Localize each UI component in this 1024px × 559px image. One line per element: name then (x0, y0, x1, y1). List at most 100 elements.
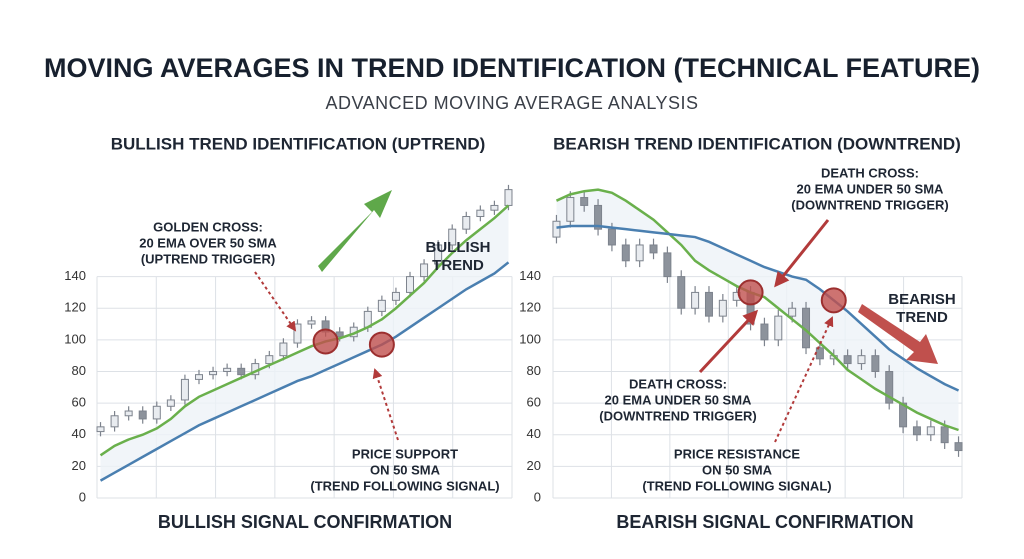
annotation: BULLISH (426, 239, 491, 256)
candle-body (209, 370, 218, 376)
y-tick-label: 100 (519, 331, 541, 346)
signal-marker (820, 287, 847, 314)
annotation: DEATH CROSS: (629, 376, 727, 391)
candle-body (774, 315, 783, 341)
candle-body (434, 244, 443, 265)
candle-body (152, 405, 161, 420)
chart: BEARISH TREND IDENTIFICATION (DOWNTREND)… (519, 134, 963, 532)
candle-body (194, 374, 203, 380)
candle-body (307, 320, 316, 325)
y-tick-label: 60 (72, 395, 86, 410)
annotation: GOLDEN CROSS: (153, 219, 263, 234)
candle-body (940, 426, 949, 444)
signal-marker (312, 328, 339, 355)
pointer (774, 316, 834, 443)
candle-body (96, 426, 105, 433)
annotation: (DOWNTREND TRIGGER) (791, 197, 948, 212)
candle-body (912, 426, 921, 436)
candle-body (704, 291, 713, 317)
y-tick-label: 100 (64, 331, 86, 346)
candle-body (677, 276, 686, 309)
candle-body (448, 228, 457, 246)
ma-line (99, 261, 510, 482)
candle-body (718, 299, 727, 317)
signal-marker (368, 331, 395, 358)
candle-body (180, 378, 189, 401)
y-tick-label: 80 (527, 363, 541, 378)
chart-footer: BULLISH SIGNAL CONFIRMATION (158, 512, 452, 532)
candle-body (663, 252, 672, 278)
candle-body (649, 244, 658, 254)
candle-body (293, 323, 302, 344)
y-tick-label: 80 (72, 363, 86, 378)
y-tick-label: 140 (519, 268, 541, 283)
y-tick-label: 20 (72, 458, 86, 473)
page-subtitle: ADVANCED MOVING AVERAGE ANALYSIS (325, 93, 698, 113)
annotation: ON 50 SMA (702, 462, 773, 477)
candle-body (594, 204, 603, 230)
candle-body (843, 355, 852, 365)
candle-body (788, 307, 797, 317)
bear-arrow (858, 304, 938, 364)
ma-line (99, 204, 510, 457)
candle-body (857, 355, 866, 365)
chart-title: BEARISH TREND IDENTIFICATION (DOWNTREND) (553, 134, 961, 153)
chart-footer: BEARISH SIGNAL CONFIRMATION (616, 512, 913, 532)
candle-body (607, 228, 616, 246)
candle-body (815, 347, 824, 360)
annotation: TREND (896, 309, 948, 326)
y-tick-label: 120 (519, 300, 541, 315)
pointer (372, 368, 399, 441)
annotation: PRICE SUPPORT (352, 446, 458, 461)
annotation: BEARISH (888, 291, 956, 308)
candle-body (691, 291, 700, 309)
candle-body (237, 367, 246, 376)
annotation: 20 EMA UNDER 50 SMA (797, 181, 944, 196)
y-tick-label: 40 (527, 426, 541, 441)
chart: BULLISH TREND IDENTIFICATION (UPTREND) BU… (64, 134, 513, 532)
y-tick-label: 140 (64, 268, 86, 283)
bull-arrow (318, 190, 392, 272)
band-shading (556, 189, 959, 430)
arrows (254, 190, 938, 443)
y-tick-label: 40 (72, 426, 86, 441)
ma-line (556, 224, 960, 392)
annotation: (UPTREND TRIGGER) (141, 251, 275, 266)
candle-body (110, 415, 119, 428)
candle-body (462, 216, 471, 230)
candle-body (504, 189, 513, 206)
candle-body (406, 276, 415, 293)
chart-title: BULLISH TREND IDENTIFICATION (UPTREND) (111, 134, 486, 153)
candle-body (926, 426, 935, 436)
annotation: TREND (432, 257, 484, 274)
candle-body (621, 244, 630, 262)
candle-body (279, 342, 288, 357)
annotation: DEATH CROSS: (821, 165, 919, 180)
candle-body (760, 323, 769, 341)
candle-body (377, 299, 386, 312)
band-shading (100, 205, 509, 481)
candle-body (490, 204, 499, 211)
candle-body (476, 209, 485, 218)
candle-body (954, 442, 963, 452)
y-tick-label: 120 (64, 300, 86, 315)
y-tick-label: 0 (534, 489, 541, 504)
candle-body (265, 355, 274, 365)
annotation: 20 EMA OVER 50 SMA (139, 235, 277, 250)
candle-body (138, 410, 147, 420)
pointer (698, 309, 759, 374)
candle-body (420, 263, 429, 278)
candle-body (566, 197, 575, 222)
annotation: PRICE RESISTANCE (674, 446, 800, 461)
pointer (774, 219, 830, 288)
signal-marker (737, 279, 764, 306)
candle-body (635, 244, 644, 262)
annotation: ON 50 SMA (370, 462, 441, 477)
y-tick-label: 20 (527, 458, 541, 473)
y-tick-label: 60 (527, 395, 541, 410)
candle-body (871, 355, 880, 372)
candle-body (885, 370, 894, 404)
candle-body (391, 291, 400, 301)
candle-body (580, 197, 589, 206)
